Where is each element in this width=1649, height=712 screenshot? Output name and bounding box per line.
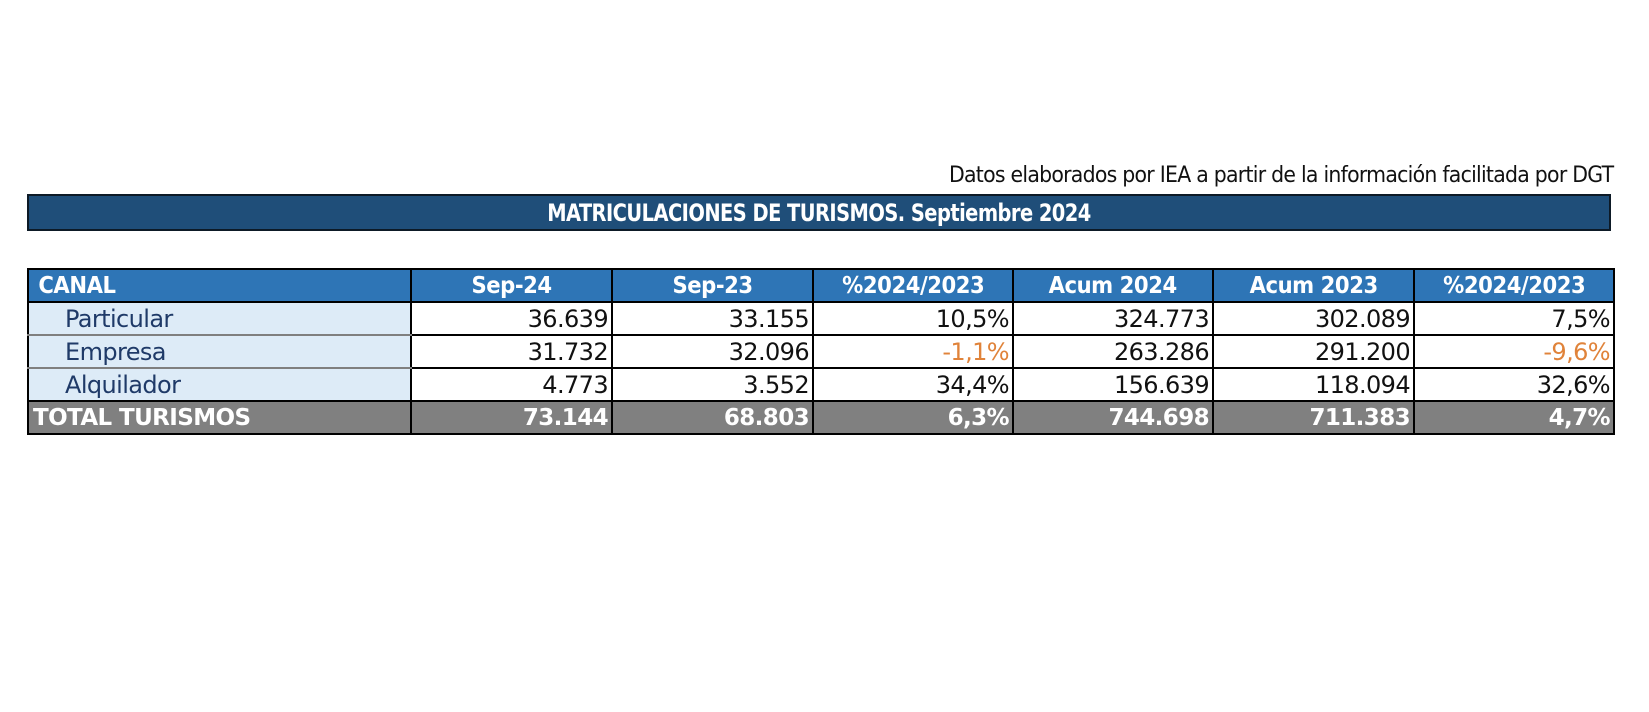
report-title-bar: MATRICULACIONES DE TURISMOS. Septiembre … — [27, 194, 1611, 231]
table-row-alquilador: Alquilador 4.773 3.552 34,4% 156.639 118… — [27, 367, 1615, 402]
column-header-acum2024: Acum 2024 — [1012, 268, 1214, 303]
total-sep23: 68.803 — [611, 400, 814, 435]
row-label: Alquilador — [27, 367, 412, 402]
cell-acum2024: 324.773 — [1012, 301, 1214, 336]
total-acum2023: 711.383 — [1212, 400, 1415, 435]
column-header-label: Sep-23 — [672, 272, 753, 299]
cell-sep23: 33.155 — [611, 301, 814, 336]
cell-acum2023: 302.089 — [1212, 301, 1415, 336]
total-sep24: 73.144 — [410, 400, 613, 435]
column-header-label: Acum 2023 — [1249, 272, 1378, 299]
column-header-pct-month: %2024/2023 — [812, 268, 1014, 303]
row-label: Particular — [27, 301, 412, 336]
table-header-row: CANAL Sep-24 Sep-23 %2024/2023 Acum 2024… — [27, 268, 1615, 303]
column-header-label: %2024/2023 — [841, 272, 985, 299]
cell-sep23: 32.096 — [611, 334, 814, 369]
table-row-particular: Particular 36.639 33.155 10,5% 324.773 3… — [27, 301, 1615, 336]
column-header-label: Acum 2024 — [1048, 272, 1178, 299]
cell-pct-month: 10,5% — [812, 301, 1014, 336]
cell-pct-acum: 7,5% — [1413, 301, 1615, 336]
row-label: Empresa — [27, 334, 412, 369]
column-header-label: %2024/2023 — [1442, 272, 1586, 299]
column-header-label: Sep-24 — [471, 272, 552, 299]
table-row-empresa: Empresa 31.732 32.096 -1,1% 263.286 291.… — [27, 334, 1615, 369]
total-label: TOTAL TURISMOS — [27, 400, 412, 435]
cell-sep23: 3.552 — [611, 367, 814, 402]
cell-acum2024: 156.639 — [1012, 367, 1214, 402]
cell-sep24: 31.732 — [410, 334, 613, 369]
cell-acum2023: 118.094 — [1212, 367, 1415, 402]
report-title: MATRICULACIONES DE TURISMOS. Septiembre … — [547, 198, 1091, 227]
total-pct-acum: 4,7% — [1413, 400, 1615, 435]
total-pct-month: 6,3% — [812, 400, 1014, 435]
table-row-total: TOTAL TURISMOS 73.144 68.803 6,3% 744.69… — [27, 400, 1615, 435]
cell-sep24: 4.773 — [410, 367, 613, 402]
column-header-canal: CANAL — [27, 268, 412, 303]
column-header-sep23: Sep-23 — [611, 268, 814, 303]
column-header-sep24: Sep-24 — [410, 268, 613, 303]
cell-pct-month: 34,4% — [812, 367, 1014, 402]
cell-sep24: 36.639 — [410, 301, 613, 336]
column-header-label: CANAL — [38, 272, 116, 299]
cell-acum2023: 291.200 — [1212, 334, 1415, 369]
cell-pct-acum-negative: -9,6% — [1413, 334, 1615, 369]
registrations-table: CANAL Sep-24 Sep-23 %2024/2023 Acum 2024… — [27, 268, 1615, 435]
column-header-acum2023: Acum 2023 — [1212, 268, 1415, 303]
cell-pct-month-negative: -1,1% — [812, 334, 1014, 369]
column-header-pct-acum: %2024/2023 — [1413, 268, 1615, 303]
cell-acum2024: 263.286 — [1012, 334, 1214, 369]
cell-pct-acum: 32,6% — [1413, 367, 1615, 402]
total-acum2024: 744.698 — [1012, 400, 1214, 435]
source-note: Datos elaborados por IEA a partir de la … — [948, 163, 1614, 188]
